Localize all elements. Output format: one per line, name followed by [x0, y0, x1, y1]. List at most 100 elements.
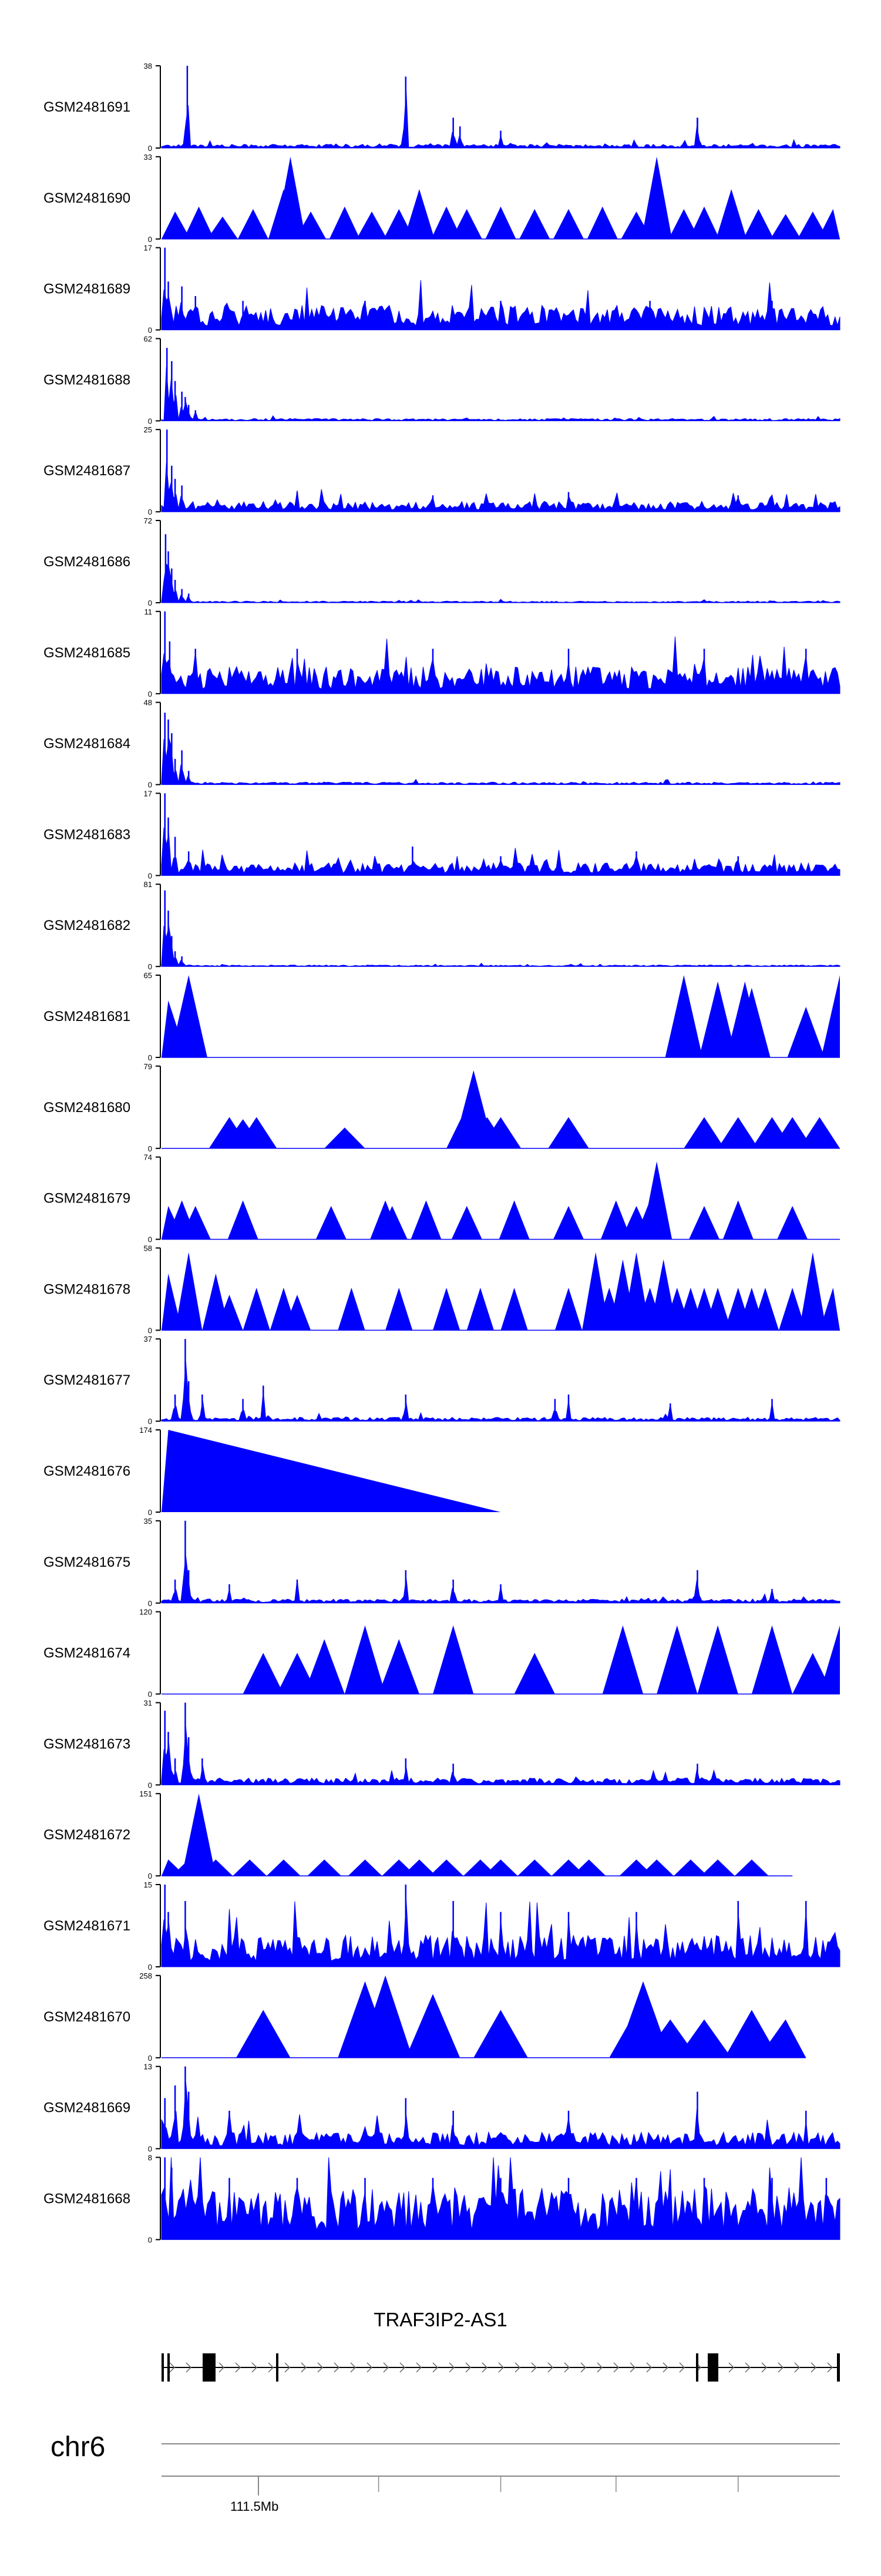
signal-peak	[283, 1295, 311, 1331]
y-axis-min-label: 0	[148, 508, 152, 516]
y-axis-max-label: 120	[139, 1608, 152, 1617]
signal-peak	[376, 1205, 408, 1240]
signal-peak	[699, 981, 737, 1057]
signal-area	[161, 925, 840, 967]
strand-arrow-icon	[301, 2362, 307, 2373]
signal-peak	[733, 988, 771, 1057]
signal-peak	[758, 2019, 806, 2058]
signal-peak	[641, 1161, 672, 1240]
y-axis-min-label: 0	[148, 1690, 152, 1699]
signal-area	[161, 563, 840, 603]
signal-peak	[480, 1117, 522, 1148]
strand-arrow-icon	[663, 2362, 669, 2373]
signal-peak	[329, 206, 360, 239]
signal-peak	[227, 1200, 258, 1240]
chromosome-ruler	[162, 2443, 840, 2496]
track-label: GSM2481686	[43, 554, 130, 570]
signal-area	[161, 2082, 840, 2150]
track-GSM2481678: GSM2481678 58 0	[43, 1244, 840, 1335]
track-GSM2481673: GSM2481673 31 0	[43, 1698, 840, 1789]
gene-exon	[708, 2353, 718, 2382]
signal-peak	[722, 1200, 754, 1240]
y-axis-max-label: 35	[144, 1517, 152, 1526]
strand-arrow-icon	[794, 2362, 801, 2373]
signal-peak	[548, 1117, 589, 1148]
y-axis-min-label: 0	[148, 1781, 152, 1789]
y-axis-max-label: 37	[144, 1335, 152, 1344]
signal-peak	[751, 1287, 779, 1331]
y-axis-min-label: 0	[148, 1599, 152, 1608]
y-axis-min-label: 0	[148, 599, 152, 607]
signal-peak	[429, 1859, 463, 1876]
track-label: GSM2481687	[43, 463, 130, 479]
signal-peak	[770, 214, 801, 239]
signal-peak	[411, 1200, 442, 1240]
gene-exon	[162, 2353, 164, 2382]
signal-peak	[517, 1859, 552, 1876]
signal-peak	[602, 1625, 644, 1694]
signal-peak	[378, 1639, 419, 1694]
signal-peak	[643, 2019, 698, 2058]
y-axis-max-label: 48	[144, 698, 152, 707]
track-label: GSM2481684	[43, 736, 130, 752]
track-label: GSM2481673	[43, 1736, 130, 1752]
strand-arrow-icon	[811, 2362, 817, 2373]
signal-peak	[499, 1200, 530, 1240]
signal-peak	[485, 206, 516, 239]
strand-arrow-icon	[350, 2362, 357, 2373]
y-axis-min-label: 0	[148, 690, 152, 698]
y-axis-max-label: 31	[144, 1698, 152, 1707]
gene-exon	[276, 2353, 278, 2382]
signal-peak	[704, 1287, 732, 1331]
track-label: GSM2481668	[43, 2191, 130, 2206]
strand-arrow-icon	[646, 2362, 653, 2373]
track-label: GSM2481688	[43, 372, 130, 388]
track-GSM2481685: GSM2481685 11 0	[43, 607, 840, 698]
signal-peak	[358, 1975, 413, 2058]
signal-peak	[277, 1653, 318, 1694]
track-label: GSM2481677	[43, 1372, 130, 1388]
signal-peak	[819, 1287, 840, 1331]
y-axis-max-label: 81	[144, 880, 152, 889]
y-axis-max-label: 8	[148, 2153, 152, 2162]
strand-arrow-icon	[317, 2362, 324, 2373]
y-axis-min-label: 0	[148, 1963, 152, 1972]
track-GSM2481687: GSM2481687 25 0	[43, 425, 840, 516]
signal-peak	[466, 1287, 494, 1331]
gene-exon	[167, 2353, 170, 2382]
signal-area	[161, 462, 840, 512]
y-axis-min-label: 0	[148, 2054, 152, 2063]
track-label: GSM2481676	[43, 1463, 130, 1479]
track-label: GSM2481669	[43, 2100, 130, 2116]
y-axis-max-label: 62	[144, 334, 152, 343]
track-GSM2481676: GSM2481676 174 0	[43, 1426, 501, 1517]
y-axis-min-label: 0	[148, 235, 152, 244]
strand-arrow-icon	[218, 2362, 225, 2373]
strand-arrow-icon	[284, 2362, 291, 2373]
strand-arrow-icon	[432, 2362, 439, 2373]
signal-peak	[307, 1859, 342, 1876]
signal-peak	[433, 1287, 460, 1331]
track-GSM2481690: GSM2481690 33 0	[43, 153, 840, 244]
y-axis-min-label: 0	[148, 1326, 152, 1335]
signal-peak	[701, 1859, 735, 1876]
signal-peak	[640, 1859, 674, 1876]
track-GSM2481683: GSM2481683 17 0	[43, 789, 840, 880]
strand-arrow-icon	[613, 2362, 620, 2373]
y-axis-max-label: 72	[144, 516, 152, 525]
signal-peak	[751, 1625, 793, 1694]
signal-peak	[716, 189, 747, 239]
track-GSM2481677: GSM2481677 37 0	[43, 1335, 840, 1426]
signal-peak	[162, 211, 191, 239]
strand-arrow-icon	[366, 2362, 373, 2373]
strand-arrow-icon	[498, 2362, 505, 2373]
track-GSM2481691: GSM2481691 38 0	[43, 62, 840, 153]
signal-peak	[818, 209, 840, 239]
track-label: GSM2481691	[43, 99, 130, 115]
signal-peak	[385, 1287, 413, 1331]
signal-peak	[689, 206, 719, 239]
signal-peak	[233, 1859, 267, 1876]
signal-peak	[554, 1287, 583, 1331]
